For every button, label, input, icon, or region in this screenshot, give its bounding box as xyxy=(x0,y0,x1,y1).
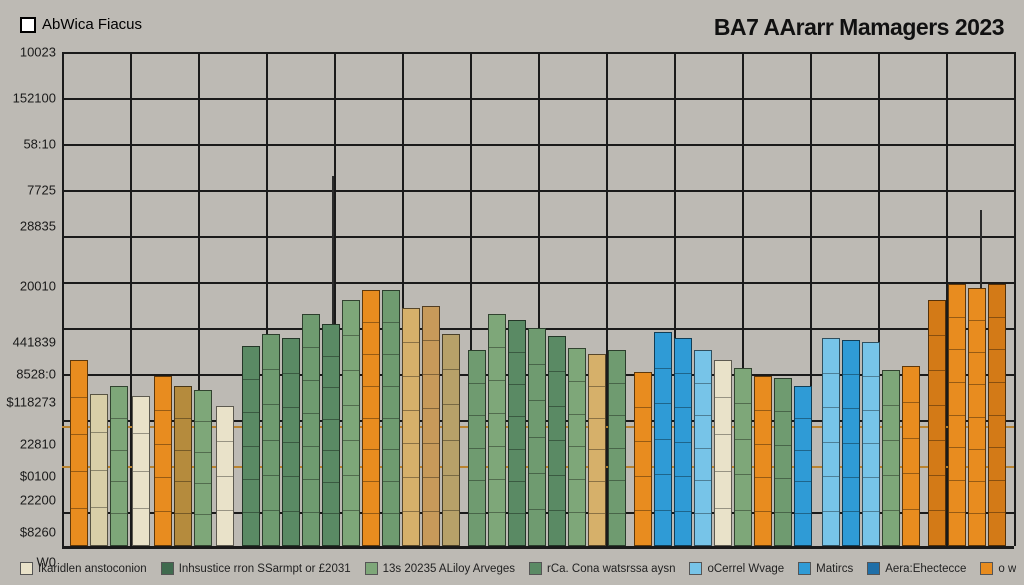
legend-label: Ikaridlen anstoconion xyxy=(38,563,147,575)
bar xyxy=(508,320,526,546)
y-tick-label: 10023 xyxy=(20,45,62,60)
legend-item: oCerrel Wvage xyxy=(689,562,784,575)
bar xyxy=(634,372,652,546)
legend-swatch-icon xyxy=(161,562,174,575)
grid-horizontal xyxy=(62,144,1014,146)
legend-bottom: Ikaridlen anstoconion Inhsustice rron SSa… xyxy=(20,562,1016,575)
legend-item: 13s 20235 ALiloy Arveges xyxy=(365,562,515,575)
legend-swatch-icon xyxy=(798,562,811,575)
chart-title: BA7 AArarr Mamagers 2023 xyxy=(714,14,1004,41)
bar xyxy=(968,288,986,546)
legend-swatch-icon xyxy=(980,562,993,575)
bar xyxy=(262,334,280,546)
legend-swatch-icon xyxy=(867,562,880,575)
grid-horizontal xyxy=(62,52,1014,54)
bar xyxy=(568,348,586,546)
bar xyxy=(928,300,946,546)
y-tick-label: 28835 xyxy=(20,219,62,234)
bar xyxy=(342,300,360,546)
bar xyxy=(774,378,792,546)
grid-horizontal xyxy=(62,282,1014,284)
legend-top: AbWica Fiacus xyxy=(20,16,142,33)
bar xyxy=(70,360,88,546)
legend-label: oCerrel Wvage xyxy=(707,563,784,575)
bar xyxy=(154,376,172,546)
legend-swatch-icon xyxy=(689,562,702,575)
legend-label: Aera:Ehectecce xyxy=(885,563,966,575)
bar xyxy=(714,360,732,546)
bar xyxy=(402,308,420,546)
grid-horizontal xyxy=(62,98,1014,100)
grid-vertical xyxy=(1014,52,1016,546)
bar xyxy=(862,342,880,546)
chart-stage: AbWica Fiacus BA7 AArarr Mamagers 2023 1… xyxy=(0,0,1024,585)
bar xyxy=(882,370,900,546)
bar xyxy=(548,336,566,546)
y-tick-label: 8528:0 xyxy=(16,367,62,382)
y-tick-label: 58:10 xyxy=(23,137,62,152)
legend-item: Aera:Ehectecce xyxy=(867,562,966,575)
bar xyxy=(988,284,1006,546)
x-axis-baseline xyxy=(62,546,1014,549)
bar xyxy=(734,368,752,546)
y-tick-label: $0100 xyxy=(20,469,62,484)
bar xyxy=(382,290,400,546)
y-tick-label: 20010 xyxy=(20,279,62,294)
legend-label: o wA xyxy=(998,563,1016,575)
legend-item: Matircs xyxy=(798,562,853,575)
grid-horizontal xyxy=(62,236,1014,238)
bar xyxy=(362,290,380,546)
legend-swatch-icon xyxy=(529,562,542,575)
legend-swatch-icon xyxy=(365,562,378,575)
bar xyxy=(608,350,626,546)
legend-label: 13s 20235 ALiloy Arveges xyxy=(383,563,515,575)
bar xyxy=(282,338,300,546)
bar xyxy=(528,328,546,546)
bar xyxy=(488,314,506,546)
bar xyxy=(794,386,812,546)
y-tick-label: 22810 xyxy=(20,437,62,452)
bar xyxy=(194,390,212,546)
legend-top-swatch-icon xyxy=(20,17,36,33)
legend-swatch-icon xyxy=(20,562,33,575)
y-tick-label: 22200 xyxy=(20,493,62,508)
y-tick-label: $118273 xyxy=(6,395,62,410)
bar xyxy=(216,406,234,546)
bar xyxy=(132,396,150,546)
bar xyxy=(948,284,966,546)
bar xyxy=(242,346,260,546)
grid-vertical xyxy=(62,52,64,546)
plot-area: 1002315210058:10772528835200104418398528… xyxy=(62,52,1014,546)
bar xyxy=(442,334,460,546)
legend-label: Inhsustice rron SSarmpt or £2031 xyxy=(179,563,351,575)
bar xyxy=(90,394,108,546)
y-tick-label: 152100 xyxy=(13,91,62,106)
bar xyxy=(302,314,320,546)
bar xyxy=(468,350,486,546)
legend-label: Matircs xyxy=(816,563,853,575)
bar xyxy=(842,340,860,546)
legend-label: rCa. Cona watsrssa aysn xyxy=(547,563,675,575)
y-tick-label: 7725 xyxy=(27,183,62,198)
bar xyxy=(674,338,692,546)
bar xyxy=(174,386,192,546)
grid-horizontal xyxy=(62,190,1014,192)
bar xyxy=(694,350,712,546)
bar xyxy=(588,354,606,546)
legend-item: o wA xyxy=(980,562,1016,575)
legend-item: rCa. Cona watsrssa aysn xyxy=(529,562,675,575)
legend-top-label: AbWica Fiacus xyxy=(42,16,142,33)
bar xyxy=(654,332,672,546)
y-tick-label: $8260 xyxy=(20,525,62,540)
bar xyxy=(422,306,440,546)
y-tick-label: 441839 xyxy=(13,335,62,350)
bar xyxy=(754,376,772,546)
legend-item: Inhsustice rron SSarmpt or £2031 xyxy=(161,562,351,575)
legend-item: Ikaridlen anstoconion xyxy=(20,562,147,575)
bar xyxy=(322,324,340,546)
bar xyxy=(902,366,920,546)
bar xyxy=(110,386,128,546)
bar xyxy=(822,338,840,546)
